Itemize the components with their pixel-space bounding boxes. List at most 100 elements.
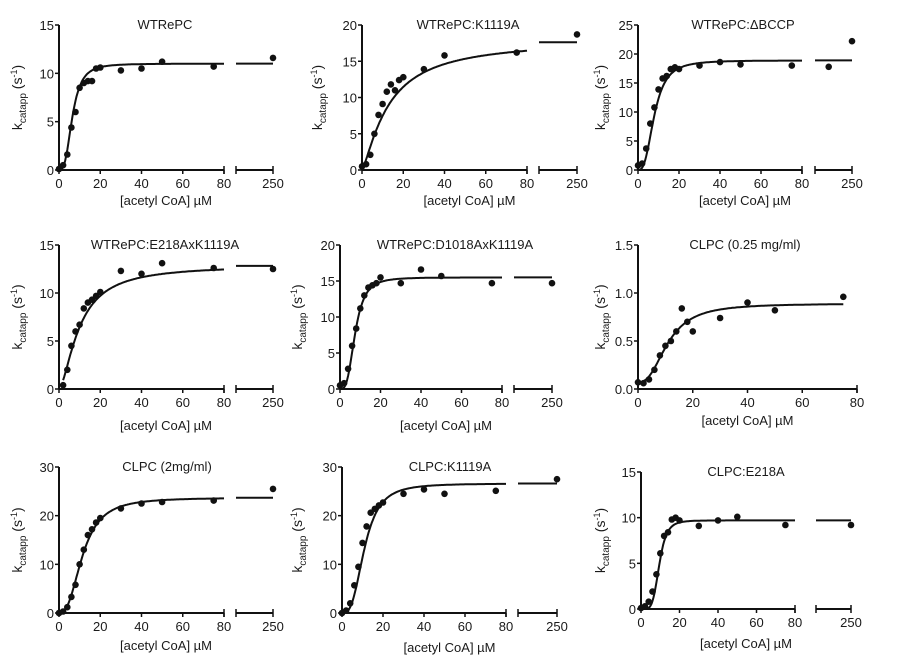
x-tick-label: 20 xyxy=(373,395,387,410)
x-tick-label: 60 xyxy=(749,615,763,630)
x-tick-label: 40 xyxy=(417,619,431,634)
data-point xyxy=(76,321,83,329)
y-axis-label: kcatapp (s-1) xyxy=(289,507,309,572)
data-point xyxy=(117,505,125,512)
y-axis-label: kcatapp (s-1) xyxy=(592,65,612,130)
data-point xyxy=(734,513,741,521)
data-point xyxy=(649,588,656,595)
data-point xyxy=(420,65,428,73)
data-point xyxy=(92,519,100,526)
data-point xyxy=(348,342,356,350)
data-point xyxy=(848,37,856,45)
data-point xyxy=(158,58,166,65)
data-point xyxy=(68,593,75,601)
data-point xyxy=(397,279,405,287)
y-axis-label: kcatapp (s-1) xyxy=(592,284,612,349)
data-point xyxy=(782,521,789,529)
x-tick-label: 250 xyxy=(841,176,863,191)
x-tick-label: 60 xyxy=(754,176,768,191)
data-point xyxy=(673,328,680,335)
data-point xyxy=(847,521,855,529)
data-point xyxy=(662,342,669,350)
y-tick-label: 20 xyxy=(619,47,633,62)
data-point xyxy=(361,292,368,299)
y-tick-label: 0 xyxy=(330,606,337,621)
data-point xyxy=(76,84,83,92)
y-tick-label: 10 xyxy=(40,286,54,301)
data-point xyxy=(548,279,556,287)
x-tick-label: 250 xyxy=(262,395,284,410)
x-tick-label: 0 xyxy=(55,619,62,634)
data-point xyxy=(379,499,387,506)
data-point xyxy=(97,64,104,71)
data-point xyxy=(88,77,96,85)
data-point xyxy=(362,160,370,168)
data-point xyxy=(651,366,658,374)
data-point xyxy=(387,81,395,88)
data-point xyxy=(64,151,71,158)
y-tick-label: 1.5 xyxy=(615,238,633,253)
data-point xyxy=(684,318,691,326)
data-point xyxy=(210,264,217,272)
chart-panel: CLPC (2mg/ml) 0 10 20 30 0 20 40 60 80 250 [acetyl … xyxy=(9,459,284,653)
data-point xyxy=(656,352,664,359)
data-point xyxy=(346,600,354,607)
data-point xyxy=(138,270,145,278)
data-point xyxy=(117,67,125,74)
x-tick-label: 20 xyxy=(93,619,107,634)
data-point xyxy=(117,267,125,275)
y-tick-label: 10 xyxy=(323,557,337,572)
data-point xyxy=(438,272,445,280)
x-tick-label: 40 xyxy=(711,615,725,630)
fit-curve xyxy=(59,497,224,614)
x-tick-label: 20 xyxy=(376,619,390,634)
data-point xyxy=(72,108,79,116)
data-point xyxy=(663,72,670,80)
y-tick-label: 10 xyxy=(343,91,357,106)
x-axis-label: [acetyl CoA] µM xyxy=(400,418,492,433)
chart-panel: CLPC:K1119A 0 10 20 30 0 20 40 60 80 250 [acetyl Co… xyxy=(289,459,568,655)
y-tick-label: 15 xyxy=(343,54,357,69)
chart-panel: CLPC (0.25 mg/ml) 0.0 0.5 1.0 1.5 0 20 40 60 80 [a… xyxy=(592,237,864,428)
data-point xyxy=(352,325,360,332)
data-point xyxy=(363,523,370,530)
data-point xyxy=(657,550,664,557)
data-point xyxy=(651,104,658,111)
data-point xyxy=(744,299,751,306)
y-tick-label: 5 xyxy=(47,115,54,130)
data-point xyxy=(513,49,520,56)
data-point xyxy=(97,514,104,522)
chart-panel: WTRePC:K1119A 0 5 10 15 20 0 20 40 60 80 250 [acetyl… xyxy=(309,17,588,208)
chart-title: CLPC:K1119A xyxy=(409,459,492,474)
x-tick-label: 0 xyxy=(634,395,641,410)
x-tick-label: 250 xyxy=(262,176,284,191)
data-point xyxy=(269,485,277,493)
x-tick-label: 250 xyxy=(546,619,568,634)
x-tick-label: 40 xyxy=(437,176,451,191)
data-point xyxy=(645,598,652,605)
data-point xyxy=(400,73,407,81)
data-point xyxy=(373,279,380,287)
data-point xyxy=(138,65,145,72)
data-point xyxy=(359,539,366,547)
x-tick-label: 40 xyxy=(134,619,148,634)
fit-curve xyxy=(340,276,502,390)
data-point xyxy=(97,288,104,296)
y-tick-label: 25 xyxy=(619,18,633,33)
y-tick-label: 15 xyxy=(40,18,54,33)
x-tick-label: 0 xyxy=(338,619,345,634)
data-point xyxy=(379,100,386,108)
x-tick-label: 80 xyxy=(217,619,231,634)
y-tick-label: 15 xyxy=(40,238,54,253)
x-tick-label: 20 xyxy=(672,176,686,191)
data-point xyxy=(269,54,277,62)
x-tick-label: 250 xyxy=(566,176,588,191)
data-point xyxy=(647,120,654,127)
x-tick-label: 250 xyxy=(262,619,284,634)
chart-title: WTRePC:ΔBCCP xyxy=(691,17,794,32)
data-point xyxy=(59,608,67,615)
chart-title: WTRePC xyxy=(138,17,193,32)
x-tick-label: 60 xyxy=(176,395,190,410)
y-tick-label: 20 xyxy=(343,18,357,33)
